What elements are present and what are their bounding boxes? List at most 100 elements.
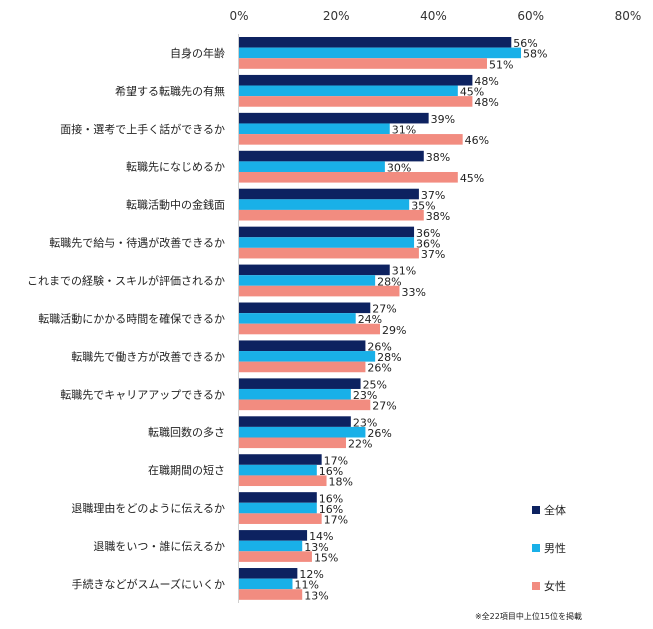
- bar-all: [239, 37, 512, 48]
- value-label: 28%: [377, 275, 401, 288]
- legend-label: 男性: [544, 541, 566, 555]
- bar-all: [239, 302, 371, 314]
- value-label: 26%: [367, 427, 391, 440]
- value-label: 51%: [489, 58, 513, 71]
- bar-all: [239, 416, 351, 427]
- bar-female: [239, 361, 366, 373]
- bar-male: [239, 123, 390, 135]
- value-label: 58%: [523, 48, 547, 61]
- value-label: 29%: [382, 324, 406, 337]
- bar-female: [239, 171, 458, 183]
- legend-label: 女性: [544, 579, 566, 593]
- category-label: 面接・選考で上手く話ができるか: [60, 122, 225, 136]
- bar-female: [239, 475, 327, 487]
- category-label: 希望する転職先の有無: [115, 84, 225, 98]
- value-label: 13%: [304, 589, 328, 602]
- x-tick-label: 80%: [615, 9, 642, 23]
- category-label: 転職回数の多さ: [148, 425, 225, 439]
- bar-female: [239, 134, 463, 145]
- category-label: 転職先で働き方が改善できるか: [71, 349, 225, 363]
- bar-male: [239, 426, 366, 438]
- legend-label: 全体: [544, 503, 566, 517]
- value-label: 28%: [377, 351, 401, 364]
- value-labels: 56%58%51%48%45%48%39%31%46%38%30%45%37%3…: [294, 37, 547, 602]
- bar-male: [239, 578, 293, 590]
- category-label: 退職理由をどのように伝えるか: [71, 501, 225, 515]
- x-tick-label: 40%: [420, 9, 447, 23]
- bar-all: [239, 112, 429, 124]
- value-label: 12%: [299, 568, 323, 581]
- value-label: 18%: [329, 476, 353, 489]
- x-tick-label: 20%: [323, 9, 350, 23]
- value-label: 22%: [348, 438, 372, 451]
- bar-all: [239, 340, 366, 352]
- bar-female: [239, 551, 312, 562]
- value-label: 35%: [411, 199, 435, 212]
- legend-swatch-female: [532, 582, 540, 590]
- value-label: 17%: [324, 454, 348, 467]
- bar-all: [239, 568, 298, 579]
- value-label: 31%: [392, 265, 416, 278]
- bar-all: [239, 74, 473, 86]
- bar-female: [239, 247, 419, 259]
- value-label: 25%: [363, 378, 387, 391]
- category-label: 転職先で給与・待遇が改善できるか: [49, 236, 225, 250]
- category-label: 転職先でキャリアアップできるか: [60, 388, 225, 401]
- value-label: 31%: [392, 124, 416, 137]
- x-tick-label: 60%: [517, 9, 544, 23]
- category-label: 自身の年齢: [170, 46, 225, 60]
- value-label: 16%: [319, 503, 343, 516]
- value-label: 37%: [421, 189, 445, 202]
- value-label: 16%: [319, 492, 343, 505]
- value-label: 15%: [314, 551, 338, 564]
- bar-female: [239, 589, 303, 600]
- value-label: 37%: [421, 248, 445, 261]
- category-label: 転職活動にかかる時間を確保できるか: [38, 311, 225, 325]
- value-label: 17%: [324, 513, 348, 526]
- value-label: 27%: [372, 400, 396, 413]
- x-tick-label: 0%: [229, 9, 248, 23]
- bar-female: [239, 285, 400, 297]
- value-label: 45%: [460, 86, 484, 99]
- bar-female: [239, 513, 322, 524]
- value-label: 46%: [465, 134, 489, 147]
- value-label: 16%: [319, 465, 343, 478]
- value-label: 36%: [416, 227, 440, 240]
- bar-male: [239, 388, 351, 400]
- bar-female: [239, 96, 473, 107]
- value-label: 13%: [304, 541, 328, 554]
- bar-female: [239, 58, 487, 69]
- value-label: 14%: [309, 530, 333, 543]
- bar-male: [239, 351, 376, 362]
- value-label: 27%: [372, 303, 396, 316]
- category-label: 手続きなどがスムーズにいくか: [72, 577, 225, 591]
- value-label: 45%: [460, 172, 484, 185]
- bar-all: [239, 530, 308, 541]
- category-label: 転職活動中の金銭面: [126, 198, 225, 212]
- bars: [239, 37, 522, 600]
- bar-male: [239, 199, 410, 210]
- bar-female: [239, 437, 346, 449]
- value-label: 39%: [431, 113, 455, 126]
- bar-all: [239, 378, 361, 389]
- category-label: 転職先になじめるか: [126, 161, 225, 174]
- bar-male: [239, 502, 317, 514]
- bar-male: [239, 161, 385, 172]
- value-label: 30%: [387, 161, 411, 174]
- value-label: 26%: [367, 341, 391, 354]
- value-label: 11%: [294, 579, 318, 592]
- bar-all: [239, 454, 322, 465]
- bar-all: [239, 226, 415, 238]
- legend-swatch-all: [532, 506, 540, 514]
- value-label: 38%: [426, 210, 450, 223]
- value-label: 48%: [474, 75, 498, 88]
- category-label: 退職をいつ・誰に伝えるか: [93, 539, 225, 553]
- bar-male: [239, 237, 415, 248]
- value-label: 33%: [401, 286, 425, 299]
- bar-all: [239, 188, 419, 200]
- category-label: これまでの経験・スキルが評価されるか: [27, 273, 225, 287]
- bar-male: [239, 275, 376, 286]
- category-label: 在職期間の短さ: [148, 463, 225, 477]
